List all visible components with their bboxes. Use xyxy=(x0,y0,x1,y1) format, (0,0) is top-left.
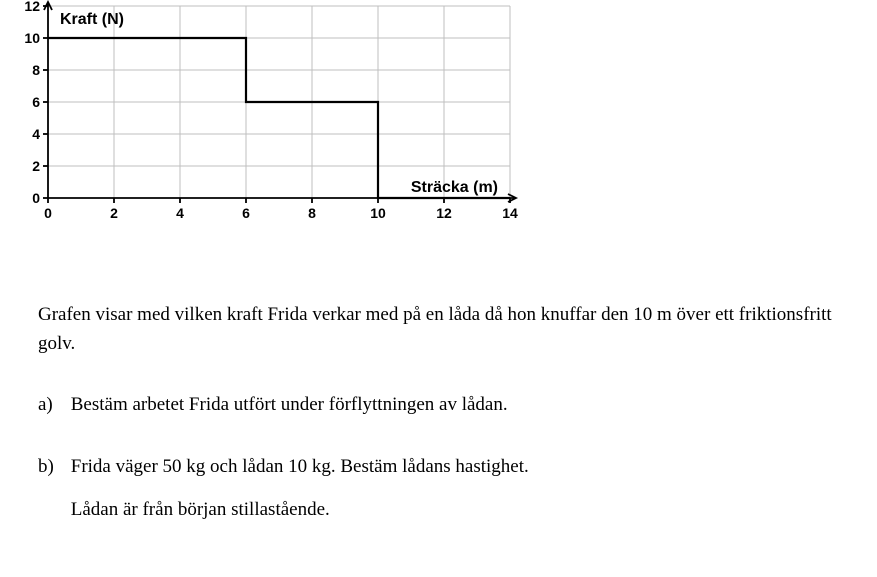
svg-text:Sträcka (m): Sträcka (m) xyxy=(411,179,498,196)
question-b-label: b) xyxy=(38,452,66,481)
svg-text:0: 0 xyxy=(32,190,40,206)
svg-text:2: 2 xyxy=(110,205,118,221)
svg-text:8: 8 xyxy=(32,62,40,78)
svg-text:12: 12 xyxy=(436,205,452,221)
question-b-line1: Frida väger 50 kg och lådan 10 kg. Bestä… xyxy=(71,456,529,477)
page-root: 0 2 4 6 8 10 12 14 0 2 4 6 8 10 12 Kraft (N) Sträcka (m)… xyxy=(0,0,877,577)
question-b-body: Frida väger 50 kg och lådan 10 kg. Bestä… xyxy=(71,452,811,525)
svg-text:12: 12 xyxy=(24,0,40,14)
svg-text:4: 4 xyxy=(32,126,40,142)
svg-text:6: 6 xyxy=(32,94,40,110)
question-a: a) Bestäm arbetet Frida utfört under för… xyxy=(38,390,838,419)
problem-description: Grafen visar med vilken kraft Frida verk… xyxy=(38,300,838,359)
chart-svg: 0 2 4 6 8 10 12 14 0 2 4 6 8 10 12 Kraft (N) Sträcka (m) xyxy=(20,0,540,230)
svg-text:6: 6 xyxy=(242,205,250,221)
force-distance-chart: 0 2 4 6 8 10 12 14 0 2 4 6 8 10 12 Kraft (N) Sträcka (m) xyxy=(20,0,540,240)
svg-text:10: 10 xyxy=(24,30,40,46)
svg-text:14: 14 xyxy=(502,205,518,221)
question-a-body: Bestäm arbetet Frida utfört under förfly… xyxy=(71,390,811,419)
question-a-label: a) xyxy=(38,390,66,419)
question-b: b) Frida väger 50 kg och lådan 10 kg. Be… xyxy=(38,452,838,525)
svg-text:8: 8 xyxy=(308,205,316,221)
svg-text:4: 4 xyxy=(176,205,184,221)
svg-text:2: 2 xyxy=(32,158,40,174)
svg-text:10: 10 xyxy=(370,205,386,221)
svg-text:0: 0 xyxy=(44,205,52,221)
question-b-line2: Lådan är från början stillastående. xyxy=(71,495,811,524)
svg-text:Kraft (N): Kraft (N) xyxy=(60,11,124,28)
